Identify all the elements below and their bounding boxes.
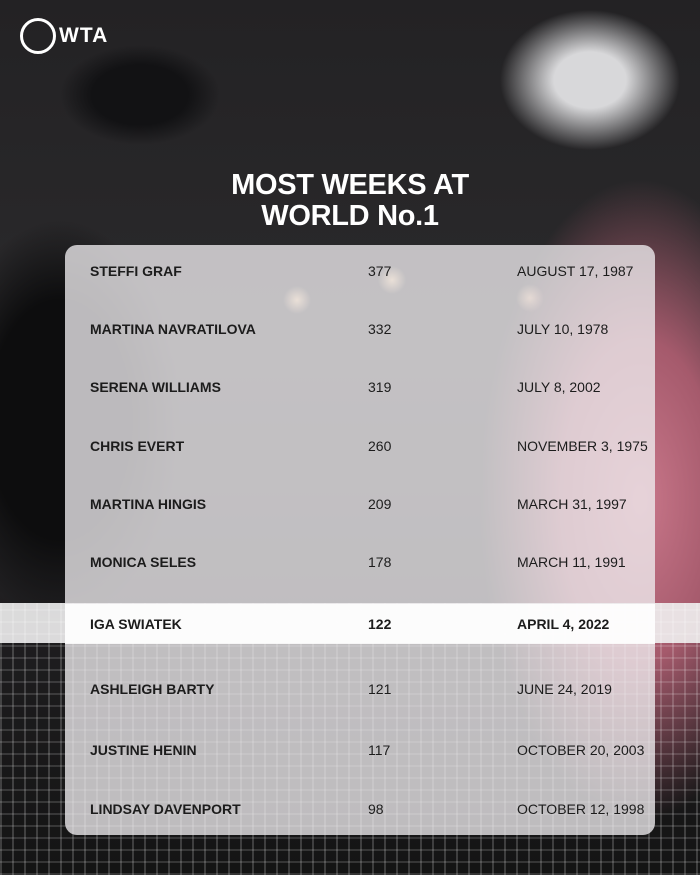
player-name: JUSTINE HENIN bbox=[90, 742, 197, 758]
player-name: IGA SWIATEK bbox=[90, 616, 182, 632]
player-name: SERENA WILLIAMS bbox=[90, 379, 221, 395]
weeks-count: 209 bbox=[368, 496, 392, 512]
first-date: AUGUST 17, 1987 bbox=[517, 263, 634, 279]
first-date: MARCH 31, 1997 bbox=[517, 496, 627, 512]
first-date: JULY 8, 2002 bbox=[517, 379, 601, 395]
wta-player-icon bbox=[20, 18, 56, 54]
weeks-count: 98 bbox=[368, 801, 384, 817]
wta-logo: WTA bbox=[20, 18, 108, 54]
table-row: JUSTINE HENIN 117 OCTOBER 20, 2003 bbox=[65, 735, 655, 765]
weeks-count: 117 bbox=[368, 742, 391, 758]
first-date: MARCH 11, 1991 bbox=[517, 554, 626, 570]
table-row: LINDSAY DAVENPORT 98 OCTOBER 12, 1998 bbox=[65, 794, 655, 824]
weeks-count: 319 bbox=[368, 379, 392, 395]
first-date: APRIL 4, 2022 bbox=[517, 616, 610, 632]
table-row: IGA SWIATEK 122 APRIL 4, 2022 bbox=[65, 604, 655, 644]
table-row: MONICA SELES 178 MARCH 11, 1991 bbox=[65, 547, 655, 577]
player-name: MONICA SELES bbox=[90, 554, 197, 570]
first-date: OCTOBER 12, 1998 bbox=[517, 801, 645, 817]
logo-text: WTA bbox=[59, 24, 109, 47]
first-date: OCTOBER 20, 2003 bbox=[517, 742, 645, 758]
first-date: NOVEMBER 3, 1975 bbox=[517, 438, 648, 454]
rankings-table: STEFFI GRAF 377 AUGUST 17, 1987 MARTINA NAV… bbox=[65, 245, 655, 835]
player-name: CHRIS EVERT bbox=[90, 438, 185, 454]
weeks-count: 260 bbox=[368, 438, 392, 454]
weeks-count: 178 bbox=[368, 554, 392, 570]
player-name: STEFFI GRAF bbox=[90, 263, 182, 279]
weeks-count: 121 bbox=[368, 681, 392, 697]
table-row: SERENA WILLIAMS 319 JULY 8, 2002 bbox=[65, 372, 655, 402]
table-row: MARTINA NAVRATILOVA 332 JULY 10, 1978 bbox=[65, 314, 655, 344]
table-row: MARTINA HINGIS 209 MARCH 31, 1997 bbox=[65, 489, 655, 519]
weeks-count: 122 bbox=[368, 616, 392, 632]
weeks-count: 332 bbox=[368, 321, 392, 337]
first-date: JULY 10, 1978 bbox=[517, 321, 609, 337]
table-row: STEFFI GRAF 377 AUGUST 17, 1987 bbox=[65, 256, 655, 286]
weeks-count: 377 bbox=[368, 263, 392, 279]
table-row: ASHLEIGH BARTY 121 JUNE 24, 2019 bbox=[65, 674, 655, 704]
player-name: ASHLEIGH BARTY bbox=[90, 681, 215, 697]
first-date: JUNE 24, 2019 bbox=[517, 681, 612, 697]
page-title: MOST WEEKS AT WORLD No.1 bbox=[0, 170, 700, 232]
player-name: MARTINA HINGIS bbox=[90, 496, 207, 512]
player-name: MARTINA NAVRATILOVA bbox=[90, 321, 256, 337]
player-name: LINDSAY DAVENPORT bbox=[90, 801, 241, 817]
title-line-2: WORLD No.1 bbox=[261, 200, 439, 232]
title-line-1: MOST WEEKS AT bbox=[231, 169, 469, 201]
table-row: CHRIS EVERT 260 NOVEMBER 3, 1975 bbox=[65, 431, 655, 461]
